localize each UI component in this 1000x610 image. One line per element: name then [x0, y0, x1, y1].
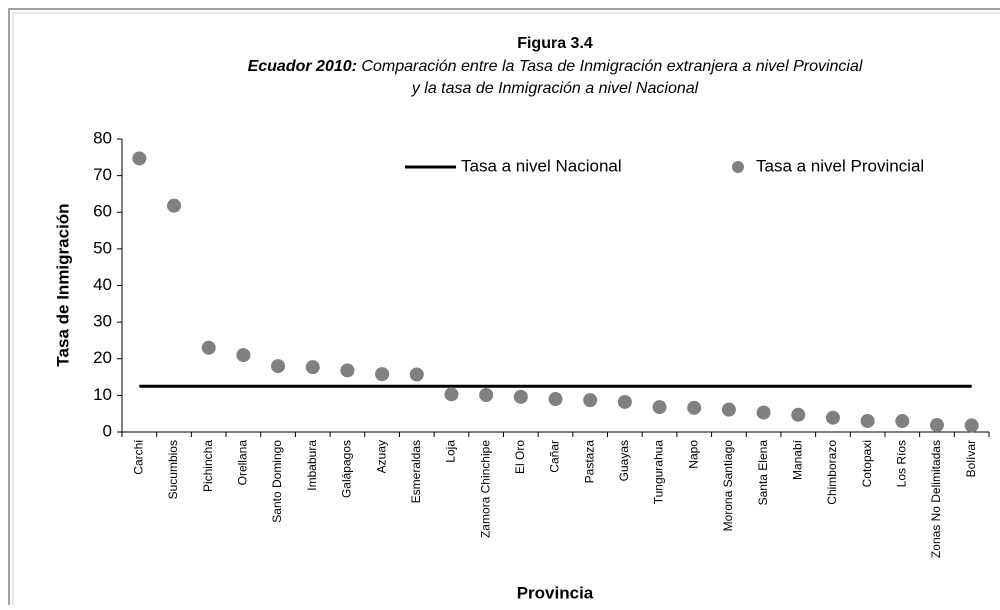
subtitle-text: Comparación entre la Tasa de Inmigración… — [361, 58, 862, 75]
x-tick-label: Manabí — [790, 439, 804, 480]
x-tick-label: Morona Santiago — [721, 440, 735, 532]
frame-inner — [12, 12, 1000, 610]
y-tick-label: 30 — [93, 312, 112, 331]
x-tick-label: Chimborazo — [825, 440, 839, 505]
x-tick-label: Loja — [444, 440, 458, 463]
y-tick-label: 80 — [93, 128, 112, 147]
point — [860, 414, 875, 429]
x-tick-label: Carchi — [132, 440, 146, 475]
y-tick-label: 40 — [93, 275, 112, 294]
x-tick-label: Esmeraldas — [409, 440, 423, 503]
point — [409, 367, 424, 382]
x-tick-label: Orellana — [236, 440, 250, 486]
point — [305, 360, 320, 375]
y-tick-label: 70 — [93, 165, 112, 184]
x-tick-label: Azuay — [374, 440, 388, 473]
point — [167, 198, 182, 213]
y-tick-label: 10 — [93, 385, 112, 404]
point — [201, 340, 216, 355]
point — [444, 387, 459, 402]
x-tick-label: El Oro — [513, 440, 527, 474]
point — [721, 402, 736, 417]
legend-label: Tasa a nivel Nacional — [461, 156, 622, 175]
point — [617, 394, 632, 409]
x-tick-label: Santa Elena — [756, 440, 770, 506]
point — [548, 392, 563, 407]
x-tick-label: Los Ríos — [894, 440, 908, 487]
point — [132, 151, 147, 166]
frame — [8, 8, 1000, 610]
point — [964, 418, 979, 433]
x-tick-label: Bolívar — [964, 440, 978, 477]
point — [652, 400, 667, 415]
point — [375, 367, 390, 382]
point — [479, 388, 494, 403]
point — [513, 389, 528, 404]
x-tick-label: Zamora Chinchipe — [478, 440, 492, 538]
y-tick-label: 50 — [93, 238, 112, 257]
chart-title: Figura 3.4 — [517, 35, 593, 52]
point — [895, 414, 910, 429]
subtitle-line1: Ecuador 2010: Comparación entre la Tasa … — [248, 58, 863, 75]
x-tick-label: Tungurahua — [652, 440, 666, 505]
x-tick-label: Zonas No Delimitadas — [929, 440, 943, 558]
legend-label: Tasa a nivel Provincial — [756, 156, 924, 175]
point — [271, 359, 286, 374]
point — [236, 348, 251, 363]
x-tick-label: Santo Domingo — [270, 440, 284, 523]
x-tick-label: Pastaza — [582, 440, 596, 484]
y-tick-label: 60 — [93, 202, 112, 221]
x-axis-title: Provincia — [517, 583, 594, 602]
x-tick-label: Cañar — [548, 440, 562, 473]
y-axis-title: Tasa de Inmigración — [53, 203, 72, 366]
x-tick-label: Imbabura — [305, 440, 319, 491]
point — [583, 393, 598, 408]
x-tick-label: Guayas — [617, 440, 631, 481]
x-tick-label: Sucumbios — [166, 440, 180, 499]
y-tick-label: 20 — [93, 348, 112, 367]
subtitle-lead: Ecuador 2010: — [248, 58, 357, 75]
y-tick-label: 0 — [103, 421, 112, 440]
subtitle-line2: y la tasa de Inmigración a nivel Naciona… — [411, 80, 699, 97]
point — [791, 407, 806, 422]
point — [756, 405, 771, 420]
x-tick-label: Galápagos — [340, 440, 354, 498]
point — [340, 363, 355, 378]
x-tick-label: Napo — [686, 440, 700, 469]
point — [687, 400, 702, 415]
x-tick-label: Cotopaxi — [860, 440, 874, 487]
point — [825, 410, 840, 425]
x-tick-label: Pichincha — [201, 440, 215, 492]
legend-swatch — [732, 161, 744, 173]
point — [929, 418, 944, 433]
